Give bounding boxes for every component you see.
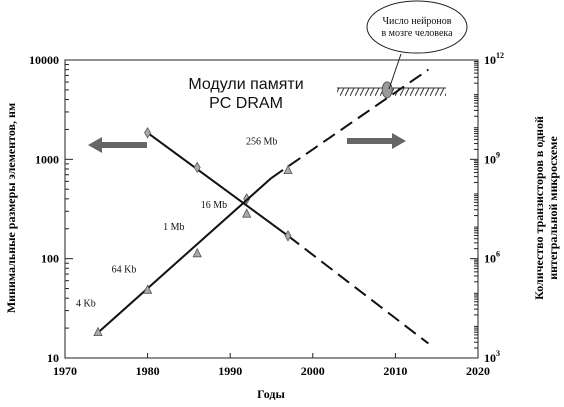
series-layer — [93, 68, 430, 345]
x-tick-label: 1980 — [136, 364, 160, 378]
chart-title-line2: PC DRAM — [209, 95, 283, 112]
right-tick-exponent: 12 — [496, 51, 504, 60]
right-tick-base: 10 — [484, 53, 496, 67]
series-0-point — [193, 161, 201, 174]
right-tick-label: 1012 — [484, 51, 504, 67]
left-tick-label: 100 — [41, 252, 59, 266]
x-tick-label: 2000 — [301, 364, 325, 378]
left-tick-label: 10000 — [29, 53, 59, 67]
data-label-layer: 4 Kb 64 Kb 1 Mb 16 Mb 256 Mb — [76, 137, 277, 310]
left-tick-label: 10 — [47, 351, 59, 365]
series-0-dashed-line — [287, 235, 430, 345]
data-label: 16 Mb — [201, 200, 227, 211]
left-axis-ticks: 10 100 1000 10000 — [29, 53, 73, 365]
callout-text-line1: Число нейронов — [383, 16, 452, 27]
right-tick-label: 106 — [484, 250, 500, 266]
left-tick-label: 1000 — [35, 152, 59, 166]
data-label: 1 Mb — [163, 222, 184, 233]
x-axis-label: Годы — [257, 387, 285, 401]
right-tick-base: 10 — [484, 351, 496, 365]
data-label: 4 Kb — [76, 299, 96, 310]
series-0-solid-line — [147, 131, 289, 237]
x-axis-ticks: 1970 1980 1990 2000 2010 2020 — [53, 353, 490, 378]
x-tick-label: 1990 — [218, 364, 242, 378]
right-axis-arrow — [347, 133, 406, 149]
right-tick-label: 109 — [484, 150, 500, 166]
right-tick-label: 103 — [484, 349, 500, 365]
right-tick-base: 10 — [484, 152, 496, 166]
left-axis-arrow — [88, 137, 147, 153]
callout-pointer — [388, 53, 402, 90]
series-1-point — [192, 247, 202, 258]
callout-text-line2: в мозге человека — [381, 28, 453, 39]
series-1-point — [242, 208, 252, 218]
right-tick-exponent: 6 — [496, 250, 500, 259]
right-tick-base: 10 — [484, 252, 496, 266]
chart-title-line1: Модули памяти — [188, 76, 303, 93]
data-label: 256 Mb — [246, 137, 277, 148]
plot-frame — [64, 59, 479, 359]
callout-bubble — [366, 0, 468, 54]
right-tick-exponent: 9 — [496, 150, 500, 159]
right-axis-label-line2: интегральной микросхеме — [546, 136, 560, 280]
x-tick-label: 2020 — [466, 364, 490, 378]
x-tick-label: 2010 — [383, 364, 407, 378]
series-1-dashed-line — [270, 68, 429, 179]
series-0-point — [144, 127, 152, 139]
series-0-point — [284, 230, 292, 242]
series-1-point — [93, 326, 103, 337]
series-1-point — [142, 284, 153, 294]
right-tick-exponent: 3 — [496, 349, 500, 358]
series-1-solid-line — [97, 177, 273, 334]
x-tick-label: 1970 — [53, 364, 77, 378]
left-axis-label: Минимальные размеры элементов, нм — [4, 103, 18, 313]
data-label: 64 Kb — [112, 264, 137, 275]
right-axis-label-line1: Количество транзисторов в одной — [532, 116, 546, 300]
series-1-point — [283, 164, 293, 175]
